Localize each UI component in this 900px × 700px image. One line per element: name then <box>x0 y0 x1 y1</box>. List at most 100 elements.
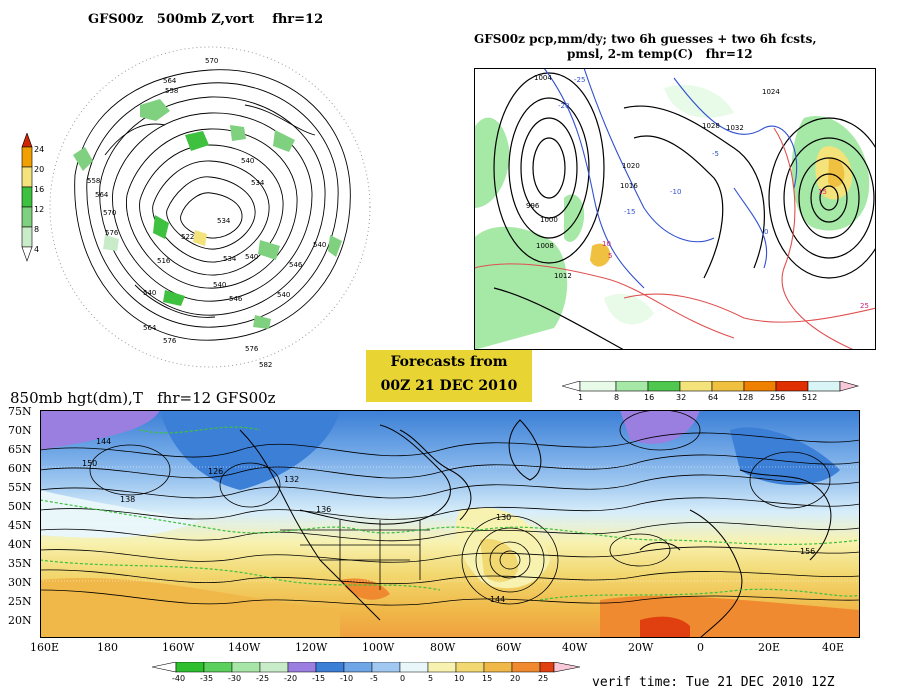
colorbar-label: 64 <box>708 393 719 402</box>
panel-precip-title-line1: GFS00z pcp,mm/dy; two 6h guesses + two 6… <box>474 32 817 46</box>
forecast-line2: 00Z 21 DEC 2010 <box>380 378 518 394</box>
temp-label: 0 <box>764 228 768 236</box>
forecast-line1: Forecasts from <box>390 354 508 370</box>
contour-label: 540 <box>241 157 254 165</box>
temp-labels: -25 -20 -15 -10 -5 0 <box>558 76 768 236</box>
height-label: 156 <box>800 547 815 556</box>
temp-label: 25 <box>860 302 869 310</box>
panel-precip-colorbar-labels: 1 8 16 32 64 128 256 512 <box>562 393 862 403</box>
lon-tick: 100W <box>362 641 395 654</box>
colorbar-label: 20 <box>34 165 45 174</box>
temp-labels-warm: 5 10 15 25 <box>602 188 869 310</box>
panel-850mb-map: 144 150 138 126 132 136 156 130 144 <box>40 410 860 638</box>
colorbar-label: -20 <box>284 674 298 683</box>
contour-label: 516 <box>157 257 171 265</box>
panel-precip-map: 1004 1012 1000 996 1008 1024 1028 1020 1… <box>474 68 876 350</box>
lat-tick: 35N <box>8 557 32 570</box>
temp-label: -10 <box>670 188 681 196</box>
lon-tick: 140W <box>228 641 261 654</box>
colorbar-label: 32 <box>676 393 687 402</box>
contour-labels-500mb: 570 564 558 558 564 570 576 540 534 534 … <box>87 57 326 369</box>
colorbar-label: 256 <box>770 393 786 402</box>
colorbar-label: 512 <box>802 393 818 402</box>
lon-tick: 80W <box>430 641 456 654</box>
colorbar-label: -5 <box>370 674 378 683</box>
contour-label: 582 <box>259 361 272 369</box>
lat-tick: 55N <box>8 481 32 494</box>
colorbar-label: 4 <box>34 245 40 254</box>
contour-label: 534 <box>217 217 231 225</box>
lon-tick: 40E <box>822 641 845 654</box>
colorbar-label: -30 <box>228 674 242 683</box>
contour-label: 540 <box>313 241 326 249</box>
lon-tick: 160E <box>30 641 60 654</box>
vorticity-shading <box>73 99 342 329</box>
contour-label: 570 <box>103 209 116 217</box>
colorbar-label: -25 <box>256 674 270 683</box>
lat-tick: 70N <box>8 424 32 437</box>
colorbar-label: 12 <box>34 205 45 214</box>
height-label: 136 <box>316 505 331 514</box>
height-label: 144 <box>96 437 111 446</box>
colorbar-label: 8 <box>614 393 620 402</box>
temp-label: -15 <box>624 208 635 216</box>
colorbar-label: 15 <box>482 674 493 683</box>
temp-label: -5 <box>712 150 719 158</box>
contour-label: 522 <box>181 233 194 241</box>
colorbar-label: -10 <box>340 674 354 683</box>
height-labels: 144 150 138 126 132 136 156 130 144 <box>82 437 815 604</box>
temp-label: 5 <box>608 252 612 260</box>
contour-label: 576 <box>105 229 119 237</box>
contour-label: 558 <box>165 87 178 95</box>
colorbar-label: 16 <box>34 185 45 194</box>
lat-tick: 25N <box>8 595 32 608</box>
lon-tick: 120W <box>295 641 328 654</box>
pressure-label: 1032 <box>726 124 744 132</box>
lat-tick: 45N <box>8 519 32 532</box>
contour-label: 576 <box>163 337 177 345</box>
height-label: 138 <box>120 495 135 504</box>
lat-axis: 75N 70N 65N 60N 55N 50N 45N 40N 35N 30N … <box>8 405 40 645</box>
pressure-label: 1020 <box>622 162 640 170</box>
colorbar-label: 8 <box>34 225 40 234</box>
pressure-label: 996 <box>526 202 540 210</box>
freezing-isotherms <box>40 426 860 601</box>
pressure-label: 1004 <box>534 74 552 82</box>
contour-label: 534 <box>223 255 237 263</box>
forecast-init-box: Forecasts from 00Z 21 DEC 2010 <box>366 350 532 402</box>
colorbar-label: -40 <box>172 674 186 683</box>
lat-tick: 65N <box>8 443 32 456</box>
lon-tick: 180 <box>97 641 118 654</box>
temp-label: 15 <box>818 188 827 196</box>
height-label: 130 <box>496 513 511 522</box>
lon-tick: 20W <box>628 641 654 654</box>
lon-tick: 60W <box>496 641 522 654</box>
contour-label: 540 <box>213 281 226 289</box>
colorbar-label: 128 <box>738 393 754 402</box>
panel-850mb-colorbar <box>152 662 581 673</box>
lon-tick: 20E <box>758 641 781 654</box>
height-label: 144 <box>490 595 505 604</box>
contour-label: 540 <box>143 289 156 297</box>
panel-850mb-colorbar-labels: -40 -35 -30 -25 -20 -15 -10 -5 0 5 10 15… <box>152 674 582 686</box>
pressure-label: 1028 <box>702 122 720 130</box>
height-label: 126 <box>208 467 223 476</box>
contour-label: 564 <box>95 191 109 199</box>
lat-tick: 40N <box>8 538 32 551</box>
contour-label: 540 <box>245 253 258 261</box>
lat-tick: 30N <box>8 576 32 589</box>
contour-label: 564 <box>163 77 177 85</box>
panel-500mb-colorbar: 24 20 16 12 8 4 <box>20 132 44 267</box>
isobars <box>493 72 876 350</box>
contour-label: 540 <box>277 291 290 299</box>
contour-label: 546 <box>289 261 303 269</box>
coastlines <box>239 419 832 638</box>
temperature-contours <box>474 68 876 350</box>
contour-label: 546 <box>229 295 243 303</box>
contour-label: 570 <box>205 57 218 65</box>
colorbar-label: 16 <box>644 393 655 402</box>
lat-tick: 75N <box>8 405 32 418</box>
lat-tick: 20N <box>8 614 32 627</box>
colorbar-label: 20 <box>510 674 521 683</box>
pressure-labels: 1004 1012 1000 996 1008 1024 1028 1020 1… <box>526 74 780 280</box>
